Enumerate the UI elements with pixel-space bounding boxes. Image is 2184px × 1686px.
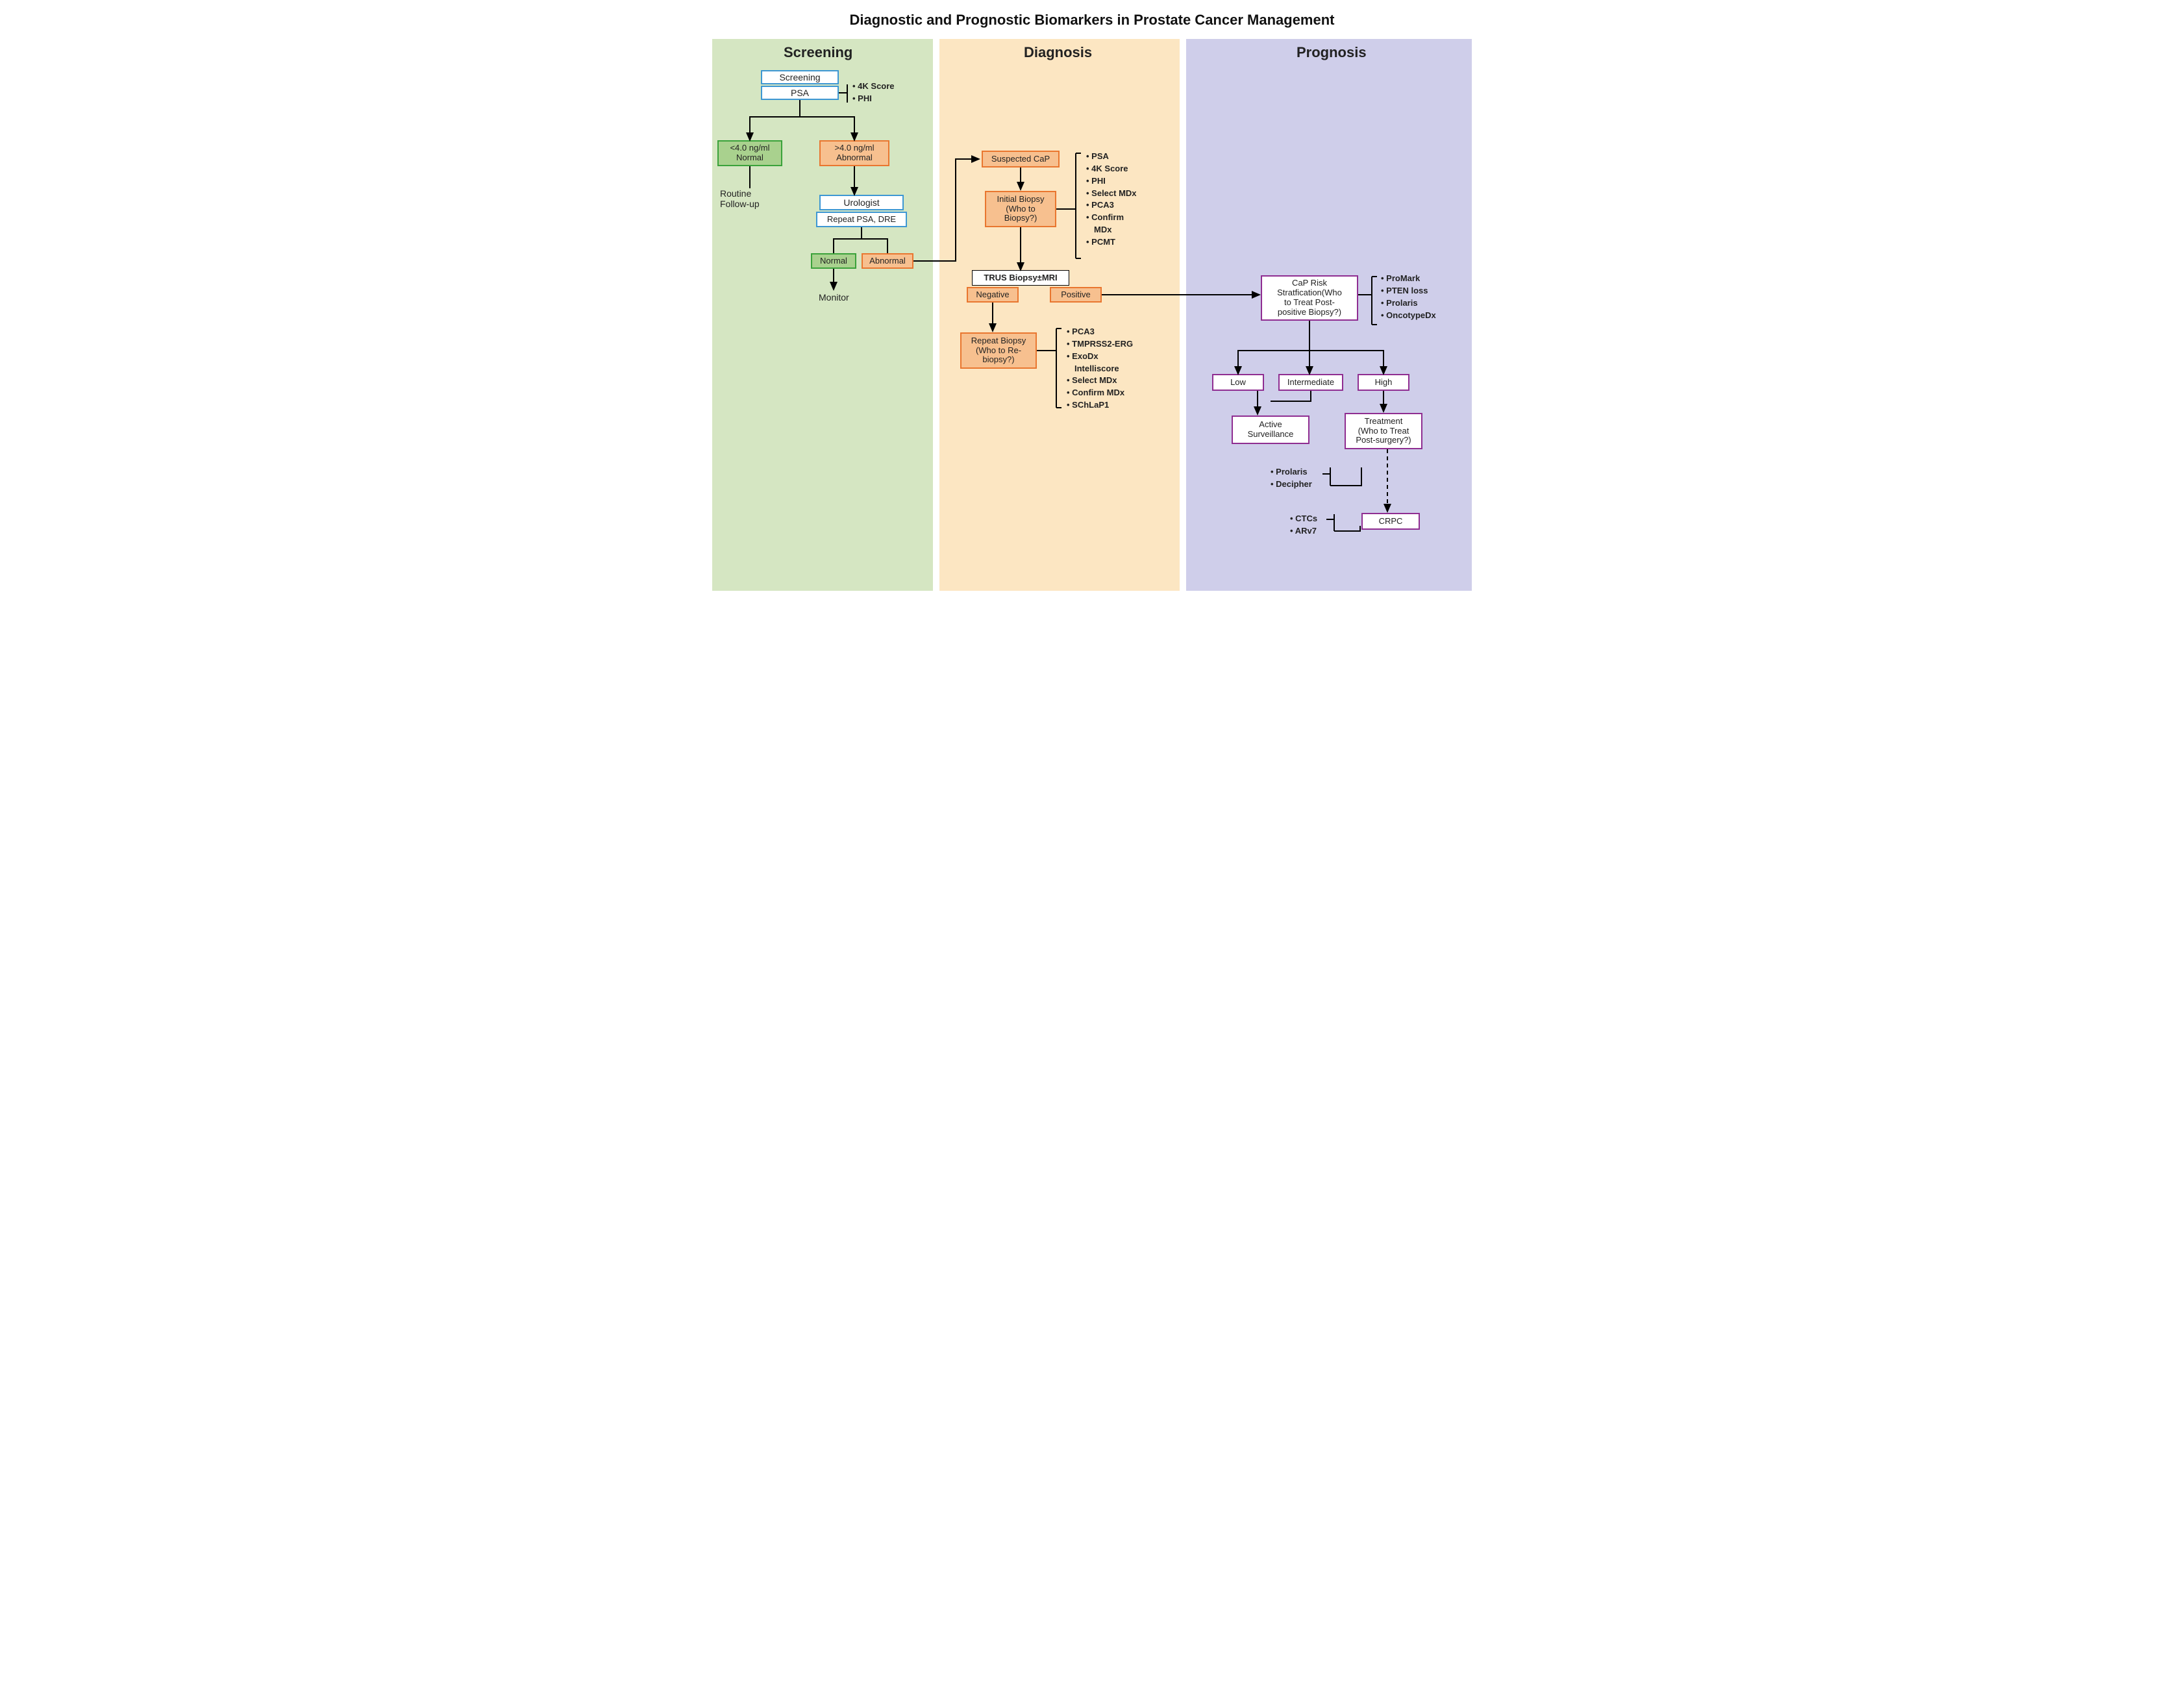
bullets-risk_side: ProMarkPTEN lossProlarisOncotypeDx	[1381, 273, 1436, 321]
bullet-item: Decipher	[1271, 478, 1312, 491]
bullet-item: Select MDx	[1067, 375, 1133, 387]
bullet-item: Prolaris	[1271, 466, 1312, 478]
box-crpc: CRPC	[1361, 513, 1420, 530]
bullet-item: CTCs	[1290, 513, 1317, 525]
bullets-initial_side: PSA4K ScorePHISelect MDxPCA3ConfirmMDxPC…	[1086, 151, 1137, 249]
bullets-psa_side: 4K ScorePHI	[852, 81, 895, 105]
box-normal_psa: <4.0 ng/ml Normal	[717, 140, 782, 166]
bullet-item: Confirm	[1086, 212, 1137, 224]
box-screening_box: Screening	[761, 70, 839, 84]
box-repeat_biopsy: Repeat Biopsy (Who to Re- biopsy?)	[960, 332, 1037, 369]
panel-title-screening: Screening	[784, 44, 852, 61]
bullet-item: PHI	[1086, 175, 1137, 188]
box-abnormal2: Abnormal	[862, 253, 913, 269]
box-positive: Positive	[1050, 287, 1102, 303]
bullet-item: Prolaris	[1381, 297, 1436, 310]
box-abnormal_psa: >4.0 ng/ml Abnormal	[819, 140, 889, 166]
main-title: Diagnostic and Prognostic Biomarkers in …	[699, 12, 1485, 29]
box-treatment: Treatment (Who to Treat Post-surgery?)	[1345, 413, 1422, 449]
bullet-item: Confirm MDx	[1067, 387, 1133, 399]
box-urologist: Urologist	[819, 195, 904, 210]
panel-title-diagnosis: Diagnosis	[1024, 44, 1092, 61]
box-low: Low	[1212, 374, 1264, 391]
bullet-item-cont: MDx	[1094, 224, 1137, 236]
bullet-item: PCA3	[1086, 199, 1137, 212]
bullet-item: OncotypeDx	[1381, 310, 1436, 322]
bullets-crpc_side: CTCsARv7	[1290, 513, 1317, 538]
box-psa: PSA	[761, 86, 839, 100]
diagram-stage: Diagnostic and Prognostic Biomarkers in …	[699, 0, 1485, 602]
bullet-item: PCA3	[1067, 326, 1133, 338]
bullet-item: Select MDx	[1086, 188, 1137, 200]
bullet-item: PTEN loss	[1381, 285, 1436, 297]
bullet-item: TMPRSS2-ERG	[1067, 338, 1133, 351]
bullet-item: ARv7	[1290, 525, 1317, 538]
panel-screening	[712, 39, 933, 591]
box-risk_strat: CaP Risk Stratfication(Who to Treat Post…	[1261, 275, 1358, 321]
panel-title-prognosis: Prognosis	[1297, 44, 1367, 61]
label-routine: Routine Follow-up	[720, 188, 760, 209]
panel-diagnosis	[939, 39, 1180, 591]
bullet-item: PSA	[1086, 151, 1137, 163]
box-negative: Negative	[967, 287, 1019, 303]
bullet-item: 4K Score	[1086, 163, 1137, 175]
box-intermediate: Intermediate	[1278, 374, 1343, 391]
box-active_surv: Active Surveillance	[1232, 415, 1309, 444]
box-repeat_psa: Repeat PSA, DRE	[816, 212, 907, 227]
bullets-repeat_side: PCA3TMPRSS2-ERGExoDxIntelliscoreSelect M…	[1067, 326, 1133, 412]
bullet-item-cont: Intelliscore	[1074, 363, 1133, 375]
box-high: High	[1358, 374, 1409, 391]
box-normal2: Normal	[811, 253, 856, 269]
bullet-item: PCMT	[1086, 236, 1137, 249]
bullet-item: 4K Score	[852, 81, 895, 93]
box-trus: TRUS Biopsy±MRI	[972, 270, 1069, 286]
bullet-item: PHI	[852, 93, 895, 105]
box-suspected: Suspected CaP	[982, 151, 1060, 167]
bullets-treat_side: ProlarisDecipher	[1271, 466, 1312, 491]
bullet-item: SChLaP1	[1067, 399, 1133, 412]
label-monitor: Monitor	[819, 292, 849, 303]
bullet-item: ProMark	[1381, 273, 1436, 285]
box-initial_biopsy: Initial Biopsy (Who to Biopsy?)	[985, 191, 1056, 227]
bullet-item: ExoDx	[1067, 351, 1133, 363]
